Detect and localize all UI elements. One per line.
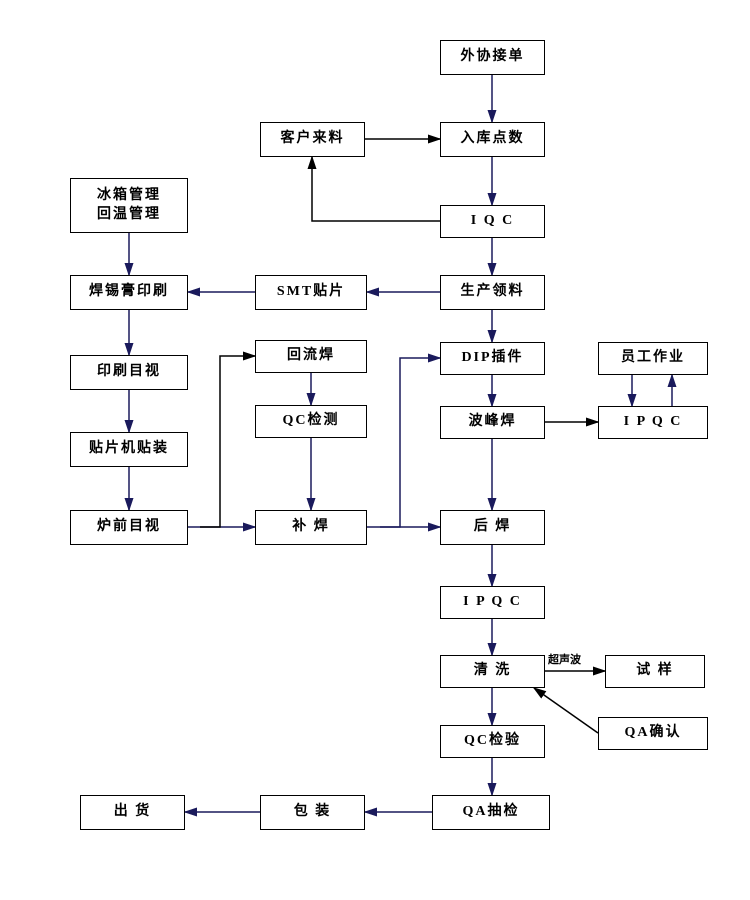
node-yuangong: 员工作业 <box>598 342 708 375</box>
node-waixie: 外协接单 <box>440 40 545 75</box>
node-hanxi: 焊锡膏印刷 <box>70 275 188 310</box>
node-bingxiang: 冰箱管理 回温管理 <box>70 178 188 233</box>
node-yinshua: 印刷目视 <box>70 355 188 390</box>
node-qcjiance: QC检测 <box>255 405 367 438</box>
node-bofeng: 波峰焊 <box>440 406 545 439</box>
node-kehu: 客户来料 <box>260 122 365 157</box>
node-iqc: I Q C <box>440 205 545 238</box>
edge-iqc-kehu <box>312 157 440 221</box>
node-buhan: 补 焊 <box>255 510 367 545</box>
node-ipqc2: I P Q C <box>440 586 545 619</box>
edge-label-chaoshengbo: 超声波 <box>548 651 581 667</box>
node-ruku: 入库点数 <box>440 122 545 157</box>
node-qingxi: 清 洗 <box>440 655 545 688</box>
node-tiepian: 贴片机贴装 <box>70 432 188 467</box>
node-chuhuo: 出 货 <box>80 795 185 830</box>
node-shiyang: 试 样 <box>605 655 705 688</box>
node-shengchan: 生产领料 <box>440 275 545 310</box>
node-baozhuang: 包 装 <box>260 795 365 830</box>
node-houhan: 后 焊 <box>440 510 545 545</box>
node-qachoujian: QA抽检 <box>432 795 550 830</box>
edge-luqian-huiliuhan <box>200 356 255 527</box>
node-luqian: 炉前目视 <box>70 510 188 545</box>
node-dip: DIP插件 <box>440 342 545 375</box>
node-huiliuhan: 回流焊 <box>255 340 367 373</box>
node-qaqueren: QA确认 <box>598 717 708 750</box>
node-smt: SMT贴片 <box>255 275 367 310</box>
edge-buhan-dip <box>380 358 440 527</box>
node-ipqc1: I P Q C <box>598 406 708 439</box>
node-qcjianyan: QC检验 <box>440 725 545 758</box>
